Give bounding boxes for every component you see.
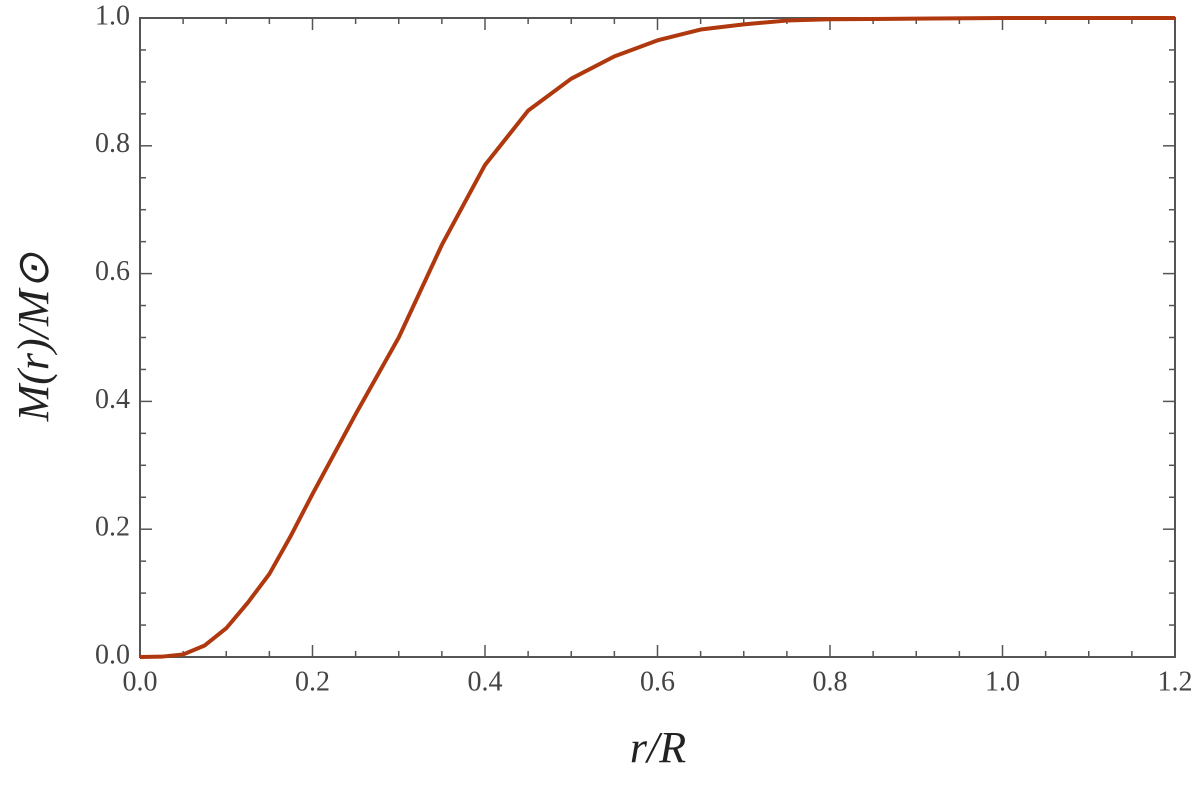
x-tick-label: 1.2 — [1158, 666, 1193, 697]
plot-frame — [139, 17, 1176, 658]
y-tick-label: 1.0 — [95, 0, 130, 31]
x-tick-label: 0.2 — [295, 666, 330, 697]
y-tick-label: 0.4 — [95, 384, 130, 415]
x-tick-label: 1.0 — [985, 666, 1020, 697]
y-tick-label: 0.2 — [95, 512, 130, 543]
x-tick-label: 0.6 — [640, 666, 675, 697]
ticks — [139, 17, 1176, 658]
y-axis-label: M(r)/M⊙ — [9, 251, 58, 422]
x-tick-label: 0.0 — [123, 666, 158, 697]
y-tick-label: 0.8 — [95, 128, 130, 159]
x-tick-label: 0.4 — [468, 666, 503, 697]
x-tick-label: 0.8 — [813, 666, 848, 697]
x-axis-label: r/R — [630, 723, 686, 772]
y-tick-label: 0.0 — [95, 639, 130, 670]
y-tick-label: 0.6 — [95, 256, 130, 287]
data-line — [139, 16, 1175, 659]
